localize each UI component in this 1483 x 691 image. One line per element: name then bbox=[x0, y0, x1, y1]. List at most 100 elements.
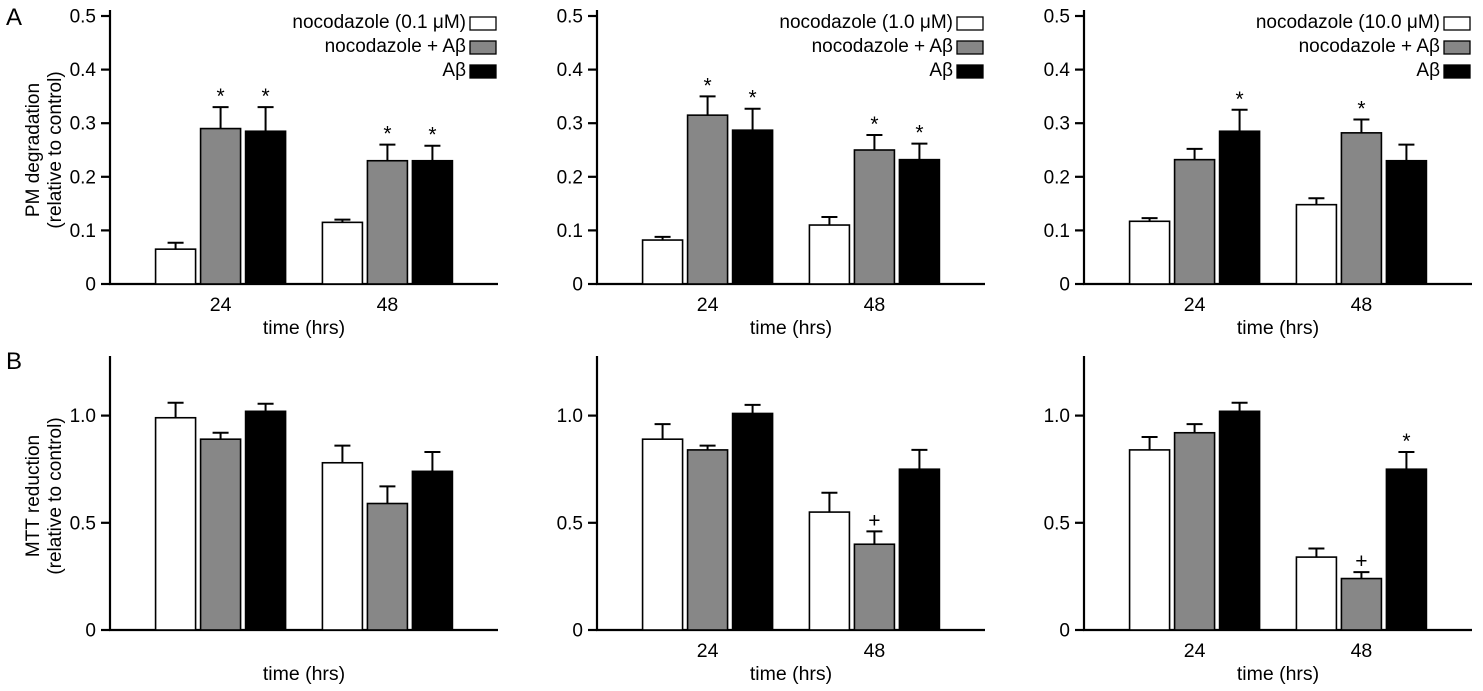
y-tick-label: 0.2 bbox=[557, 167, 583, 188]
legend-label: nocodazole (10.0 μM) bbox=[1256, 12, 1440, 33]
legend-label: nocodazole (1.0 μM) bbox=[779, 12, 953, 33]
y-tick-label: 0.3 bbox=[557, 114, 583, 135]
legend-label: nocodazole + Aβ bbox=[812, 36, 953, 57]
bar bbox=[898, 158, 941, 285]
x-tick-label: 48 bbox=[864, 640, 886, 662]
significance-marker: * bbox=[383, 123, 391, 146]
bar bbox=[244, 410, 287, 631]
y-tick-label: 0 bbox=[572, 275, 583, 296]
y-tick-label: 0.1 bbox=[70, 221, 96, 242]
y-tick-label: 0.5 bbox=[70, 513, 96, 534]
bar bbox=[321, 221, 364, 285]
bar bbox=[1340, 132, 1383, 285]
significance-marker: * bbox=[1402, 430, 1410, 453]
x-tick-label: 48 bbox=[864, 294, 886, 316]
y-tick-label: 0 bbox=[1059, 621, 1070, 642]
significance-marker: * bbox=[915, 122, 923, 145]
legend-swatch bbox=[469, 64, 497, 79]
bar bbox=[853, 149, 896, 285]
y-tick-label: 0.5 bbox=[1044, 513, 1070, 534]
x-tick-label: 48 bbox=[1351, 294, 1373, 316]
legend-swatch bbox=[469, 40, 497, 55]
y-tick-label: 0.2 bbox=[1044, 167, 1070, 188]
panel-label-a: A bbox=[6, 4, 23, 31]
y-tick-label: 0.4 bbox=[70, 60, 97, 81]
significance-marker: * bbox=[261, 85, 269, 108]
bar bbox=[808, 511, 851, 631]
x-axis-label: time (hrs) bbox=[750, 317, 832, 339]
x-axis-label: time (hrs) bbox=[750, 663, 832, 685]
panel-row-b: MTT reduction(relative to control) 0 0.5 1.… bbox=[22, 348, 1483, 686]
panel-label-b: B bbox=[6, 348, 23, 375]
bar bbox=[853, 543, 896, 631]
legend-swatch bbox=[1443, 64, 1471, 79]
chart-canvas: 0 0.5 1.0 +24 48 time (hrs) bbox=[557, 356, 985, 685]
y-tick-label: 0 bbox=[1059, 275, 1070, 296]
chart-canvas: MTT reduction(relative to control) 0 0.5 1.… bbox=[23, 356, 498, 685]
y-tick-label: 0 bbox=[572, 621, 583, 642]
bar bbox=[808, 224, 851, 285]
bar bbox=[199, 438, 242, 631]
significance-marker: * bbox=[1235, 88, 1243, 111]
y-tick-label: 0.1 bbox=[557, 221, 583, 242]
legend-label: Aβ bbox=[442, 60, 466, 81]
chart-pm-degradation-10-0um: 0 0.1 0.2 0.3 0.4 0.5 * * 24 48 time (hrs) nocodazo… bbox=[996, 2, 1483, 340]
chart-canvas: PM degradation(relative to control) 0 0.1 0… bbox=[23, 7, 498, 339]
bar bbox=[321, 461, 364, 631]
bar bbox=[154, 416, 197, 631]
significance-marker: * bbox=[216, 85, 224, 108]
chart-pm-degradation-1-0um: 0 0.1 0.2 0.3 0.4 0.5 * * * * 24 48 time (hrs) nocoda… bbox=[509, 2, 996, 340]
y-tick-label: 1.0 bbox=[1044, 406, 1070, 427]
x-axis-label: time (hrs) bbox=[263, 663, 345, 685]
x-axis-label: time (hrs) bbox=[1237, 317, 1319, 339]
y-axis-label: PM degradation(relative to control) bbox=[23, 71, 66, 228]
y-tick-label: 0.5 bbox=[557, 513, 583, 534]
chart-mtt-reduction-0-1um: MTT reduction(relative to control) 0 0.5 1.… bbox=[22, 348, 509, 686]
bar bbox=[244, 130, 287, 285]
bar bbox=[1173, 431, 1216, 631]
x-axis-label: time (hrs) bbox=[1237, 663, 1319, 685]
bar bbox=[686, 449, 729, 631]
chart-canvas: 0 0.1 0.2 0.3 0.4 0.5 * * * * 24 48 time (hrs) nocoda… bbox=[557, 7, 985, 339]
x-tick-label: 24 bbox=[1184, 640, 1206, 662]
bar bbox=[1173, 158, 1216, 285]
bar bbox=[366, 502, 409, 631]
significance-marker: * bbox=[748, 87, 756, 110]
legend-label: Aβ bbox=[1416, 60, 1440, 81]
significance-marker: * bbox=[428, 124, 436, 147]
x-tick-label: 24 bbox=[697, 294, 719, 316]
legend-swatch bbox=[1443, 16, 1471, 31]
bar bbox=[641, 239, 684, 285]
y-tick-label: 1.0 bbox=[557, 406, 583, 427]
bar bbox=[641, 438, 684, 631]
bar bbox=[1295, 556, 1338, 631]
y-tick-label: 0.2 bbox=[70, 167, 96, 188]
bar bbox=[154, 248, 197, 285]
bar bbox=[898, 468, 941, 631]
legend-swatch bbox=[956, 40, 984, 55]
bar bbox=[199, 127, 242, 285]
y-tick-label: 0.4 bbox=[557, 60, 584, 81]
bar bbox=[686, 114, 729, 285]
bar bbox=[1128, 220, 1171, 285]
significance-marker: * bbox=[703, 74, 711, 97]
significance-marker: + bbox=[1355, 550, 1367, 573]
legend-swatch bbox=[956, 16, 984, 31]
legend-label: nocodazole + Aβ bbox=[325, 36, 466, 57]
legend-label: Aβ bbox=[929, 60, 953, 81]
y-tick-label: 0.1 bbox=[1044, 221, 1070, 242]
legend-label: nocodazole (0.1 μM) bbox=[292, 12, 466, 33]
legend-label: nocodazole + Aβ bbox=[1299, 36, 1440, 57]
x-tick-label: 24 bbox=[210, 294, 232, 316]
bar bbox=[1385, 468, 1428, 631]
legend-swatch bbox=[469, 16, 497, 31]
chart-mtt-reduction-1-0um: 0 0.5 1.0 +24 48 time (hrs) bbox=[509, 348, 996, 686]
x-tick-label: 48 bbox=[377, 294, 399, 316]
bar bbox=[1385, 159, 1428, 285]
y-tick-label: 0.4 bbox=[1044, 60, 1071, 81]
x-tick-label: 24 bbox=[697, 640, 719, 662]
bar bbox=[731, 129, 774, 285]
significance-marker: + bbox=[868, 509, 880, 532]
bar bbox=[411, 470, 454, 631]
